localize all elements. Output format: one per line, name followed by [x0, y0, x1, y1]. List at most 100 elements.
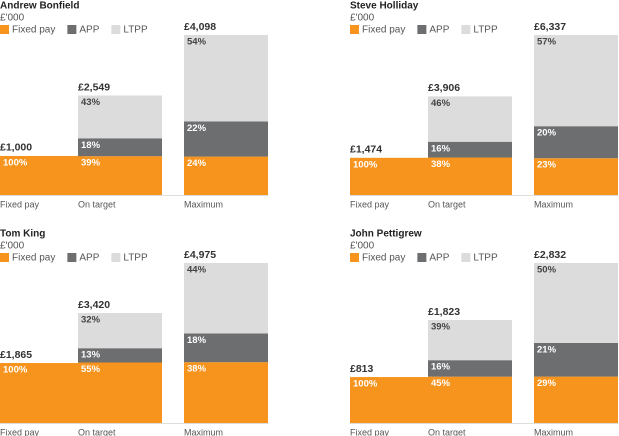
bar-segment	[428, 360, 512, 377]
segment-label: 43%	[81, 97, 101, 108]
legend-label: Fixed pay	[362, 253, 405, 264]
bar-segment	[78, 348, 162, 363]
bar-segment	[184, 156, 268, 195]
chart-subtitle: £'000	[350, 241, 375, 252]
bar-segment	[0, 155, 84, 195]
legend-label: APP	[79, 253, 99, 264]
legend-swatch	[111, 253, 121, 262]
x-tick-label: Maximum	[184, 427, 223, 436]
bar-segment	[184, 121, 268, 157]
total-label: £1,823	[428, 306, 460, 318]
legend-swatch	[417, 253, 427, 262]
bar-segment	[428, 96, 512, 142]
legend-swatch	[461, 25, 471, 34]
segment-label: 39%	[81, 158, 101, 169]
bar-segment	[428, 320, 512, 361]
segment-label: 21%	[537, 345, 557, 356]
chart-title: Steve Holliday	[350, 1, 419, 12]
total-label: £4,975	[184, 249, 216, 261]
segment-label: 24%	[187, 158, 207, 169]
legend-label: Fixed pay	[12, 253, 55, 264]
total-label: £6,337	[534, 21, 566, 33]
bar-segment	[428, 376, 512, 423]
legend-swatch	[461, 253, 471, 262]
legend-label: LTPP	[473, 253, 498, 264]
legend-swatch	[0, 253, 9, 262]
segment-label: 50%	[537, 265, 557, 276]
segment-label: 54%	[187, 37, 207, 48]
bar-segment	[184, 362, 268, 423]
chart-title: John Pettigrew	[350, 229, 422, 240]
segment-label: 32%	[81, 315, 101, 326]
bar-segment	[534, 126, 618, 159]
segment-label: 29%	[537, 378, 557, 389]
total-label: £1,000	[0, 142, 32, 154]
legend-label: Fixed pay	[362, 25, 405, 36]
legend-swatch	[350, 25, 359, 34]
total-label: £3,420	[78, 299, 110, 311]
legend-swatch	[67, 25, 77, 34]
x-tick-label: Maximum	[184, 199, 223, 209]
segment-label: 100%	[3, 365, 28, 376]
segment-label: 16%	[431, 143, 451, 154]
legend-swatch	[0, 25, 9, 34]
bar-segment	[534, 343, 618, 377]
x-tick-label: On target	[78, 427, 116, 436]
legend-label: APP	[429, 25, 449, 36]
bar-segment	[78, 313, 162, 349]
total-label: £813	[350, 363, 374, 375]
segment-label: 57%	[537, 37, 557, 48]
total-label: £1,865	[0, 349, 32, 361]
bar-segment	[534, 376, 618, 423]
total-label: £1,474	[350, 144, 382, 156]
bar-segment	[534, 35, 618, 127]
segment-label: 55%	[81, 364, 101, 375]
segment-label: 100%	[353, 379, 378, 390]
segment-label: 20%	[537, 128, 557, 139]
bar-segment	[184, 263, 268, 334]
bar-segment	[534, 158, 618, 195]
bar-segment	[0, 363, 84, 423]
bar-segment	[184, 333, 268, 363]
bar-segment	[78, 95, 162, 139]
legend-swatch	[350, 253, 359, 262]
chart-title: Tom King	[0, 229, 45, 240]
chart-subtitle: £'000	[0, 241, 25, 252]
bar-segment	[350, 377, 434, 423]
segment-label: 100%	[353, 159, 378, 170]
x-tick-label: Fixed pay	[350, 427, 390, 436]
segment-label: 38%	[431, 159, 451, 170]
legend-label: APP	[79, 25, 99, 36]
x-tick-label: On target	[428, 199, 466, 209]
bar-segment	[184, 35, 268, 122]
segment-label: 16%	[431, 362, 451, 373]
chart-subtitle: £'000	[350, 13, 375, 24]
total-label: £2,832	[534, 249, 566, 261]
x-tick-label: Fixed pay	[350, 199, 390, 209]
x-tick-label: Maximum	[534, 199, 573, 209]
x-tick-label: Fixed pay	[0, 199, 40, 209]
x-tick-label: Maximum	[534, 427, 573, 436]
segment-label: 23%	[537, 160, 557, 171]
segment-label: 18%	[81, 140, 101, 151]
legend-swatch	[111, 25, 121, 34]
bar-segment	[78, 362, 162, 423]
bar-segment	[78, 156, 162, 195]
x-tick-label: Fixed pay	[0, 427, 40, 436]
legend-label: LTPP	[123, 253, 148, 264]
legend-label: LTPP	[123, 25, 148, 36]
bar-segment	[428, 141, 512, 158]
segment-label: 46%	[431, 98, 451, 109]
bar-segment	[350, 157, 434, 195]
total-label: £3,906	[428, 82, 460, 94]
legend-label: APP	[429, 253, 449, 264]
legend-swatch	[417, 25, 427, 34]
bar-segment	[534, 263, 618, 343]
bar-segment	[78, 138, 162, 157]
legend-label: Fixed pay	[12, 25, 55, 36]
